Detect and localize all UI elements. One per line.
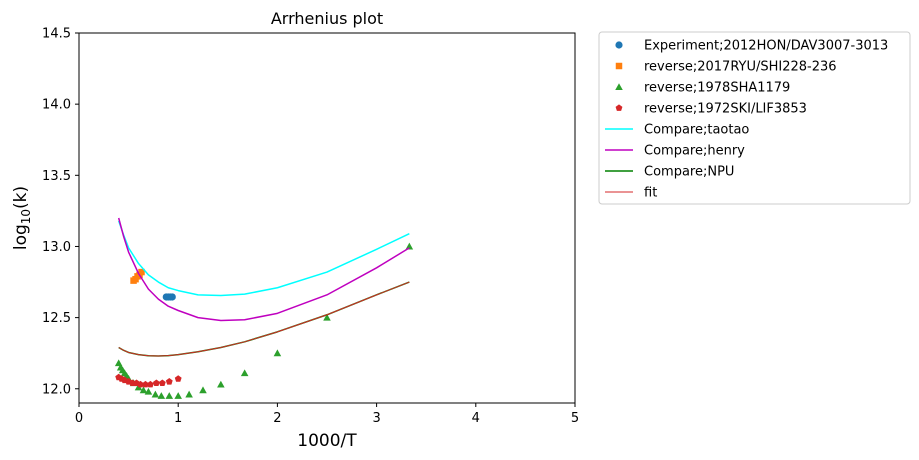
y-tick-label: 12.0 [42,382,71,397]
y-tick-label: 14.5 [42,27,71,42]
axes-frame [78,32,576,404]
legend-item-compare-npu-label: Compare;NPU [644,165,734,180]
series-reverse-1978sha1179-point [240,369,249,377]
legend-item-compare-taotao-label: Compare;taotao [644,123,749,138]
series-reverse-1978sha1179-point [185,390,193,398]
legend-box [598,31,911,205]
series-reverse-1978sha1179 [114,242,414,399]
legend-item-experiment-2012hon-dav3007-3013-label: Experiment;2012HON/DAV3007-3013 [644,39,888,54]
legend-item-experiment-2012hon-dav3007-3013: Experiment;2012HON/DAV3007-3013 [615,39,888,54]
legend-item-compare-henry-label: Compare;henry [644,144,745,159]
legend-item-fit: fit [605,186,657,201]
x-axis: 0 1 2 3 4 5 [75,403,579,426]
x-axis-label: 1000/T [297,431,357,451]
x-tick-label: 1 [174,411,182,426]
y-axis-label-subscript: 10 [19,209,33,224]
series-reverse-1978sha1179-point [144,387,153,395]
y-axis-label: log10(k) [11,186,33,250]
y-tick-label: 12.5 [42,311,71,326]
series-reverse-1978sha1179-point [174,392,182,399]
series-reverse-1972ski-lif3853-point [152,379,160,386]
legend-item-reverse-1972ski-lif3853-swatch [615,104,623,111]
legend-item-reverse-1978sha1179: reverse;1978SHA1179 [615,81,790,96]
series-compare-taotao [117,220,410,297]
y-tick-label: 13.0 [42,240,71,255]
series-reverse-1978sha1179-point [139,386,148,394]
legend-item-fit-label: fit [644,186,657,201]
series-compare-henry [117,217,410,322]
legend-item-reverse-1978sha1179-swatch [615,83,623,91]
x-tick-label: 2 [273,411,281,426]
series-reverse-1978sha1179-point [273,349,282,357]
series-reverse-1972ski-lif3853-point [158,379,166,386]
y-axis-label-base: log [11,224,31,250]
y-axis: 12.0 12.5 13.0 13.5 14.0 14.5 [42,27,79,397]
x-tick-label: 3 [372,411,380,426]
x-tick-label: 5 [571,411,579,426]
series-fit-line [118,281,410,357]
series-experiment-2012hon-dav3007-3013 [162,293,176,301]
legend-item-reverse-1972ski-lif3853: reverse;1972SKI/LIF3853 [615,102,807,117]
plot-area [114,217,414,399]
chart-title: Arrhenius plot [271,9,383,28]
legend-item-compare-taotao: Compare;taotao [605,123,749,138]
series-reverse-1972ski-lif3853 [115,373,182,388]
legend: Experiment;2012HON/DAV3007-3013 reverse;2… [598,31,911,205]
legend-item-reverse-2017ryu-shi228-236-swatch [615,62,623,70]
x-tick-label: 0 [75,411,83,426]
series-compare-taotao-line [117,220,410,297]
legend-item-experiment-2012hon-dav3007-3013-swatch [615,41,623,49]
legend-item-reverse-1972ski-lif3853-label: reverse;1972SKI/LIF3853 [644,102,807,117]
x-tick-label: 4 [472,411,480,426]
legend-item-compare-npu: Compare;NPU [605,165,734,180]
series-reverse-1978sha1179-point [165,392,174,399]
series-experiment-2012hon-dav3007-3013-point [168,293,176,301]
series-reverse-1972ski-lif3853-point [165,378,173,385]
y-axis-label-tail: (k) [11,186,31,209]
legend-item-reverse-2017ryu-shi228-236-label: reverse;2017RYU/SHI228-236 [644,60,837,75]
series-compare-henry-line [117,217,410,322]
series-fit [118,281,410,357]
y-tick-label: 14.0 [42,98,71,113]
series-reverse-1978sha1179-point [405,242,414,250]
series-reverse-1972ski-lif3853-point [142,380,149,388]
series-reverse-1978sha1179-point [217,380,225,388]
series-compare-npu-line [118,281,410,357]
series-reverse-1978sha1179-point [323,313,331,321]
series-reverse-1978sha1179-point [199,386,207,394]
legend-item-reverse-2017ryu-shi228-236: reverse;2017RYU/SHI228-236 [615,60,837,75]
series-reverse-1978sha1179-point [151,390,160,398]
series-reverse-1972ski-lif3853-point [147,380,154,388]
legend-item-compare-henry: Compare;henry [605,144,745,159]
y-tick-label: 13.5 [42,169,71,184]
legend-item-reverse-1978sha1179-label: reverse;1978SHA1179 [644,81,790,96]
series-reverse-1978sha1179-point [157,392,166,399]
series-reverse-1972ski-lif3853-point [174,375,182,382]
series-reverse-1972ski-lif3853-point [137,380,144,388]
series-compare-npu [118,281,410,357]
series-reverse-2017ryu-shi228-236-point [138,268,145,276]
